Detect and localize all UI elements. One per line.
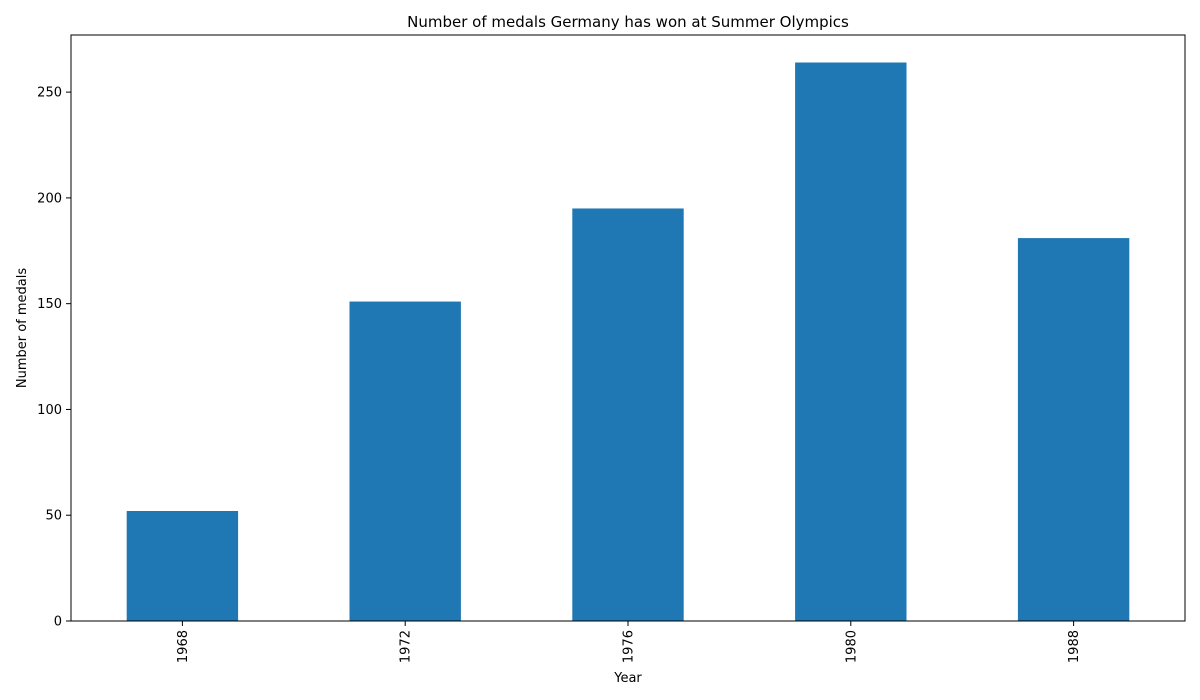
y-tick-label: 150	[37, 297, 62, 312]
bar-1988	[1017, 238, 1130, 621]
x-tick-label: 1968	[176, 630, 191, 663]
y-axis-title: Number of medals	[15, 268, 30, 389]
x-axis-title: Year	[613, 671, 642, 686]
x-tick-label: 1988	[1067, 630, 1082, 663]
y-tick-label: 50	[45, 509, 62, 524]
bar-1972	[349, 301, 461, 621]
y-tick-label: 200	[37, 191, 62, 206]
y-tick-label: 100	[37, 403, 62, 418]
y-tick-label: 250	[37, 86, 62, 101]
x-tick-label: 1976	[622, 630, 637, 663]
x-tick-label: 1980	[844, 630, 859, 663]
plot-area: 0 50 100 150 200 250 1968 1972 1976 1980 1988	[37, 34, 1186, 663]
x-tick-label: 1972	[399, 630, 414, 663]
bar-1976	[572, 208, 684, 621]
y-tick-label: 0	[54, 615, 62, 630]
bar-1968	[126, 510, 239, 621]
chart-title: Number of medals Germany has won at Summ…	[407, 13, 849, 31]
bar-1980	[795, 62, 907, 621]
